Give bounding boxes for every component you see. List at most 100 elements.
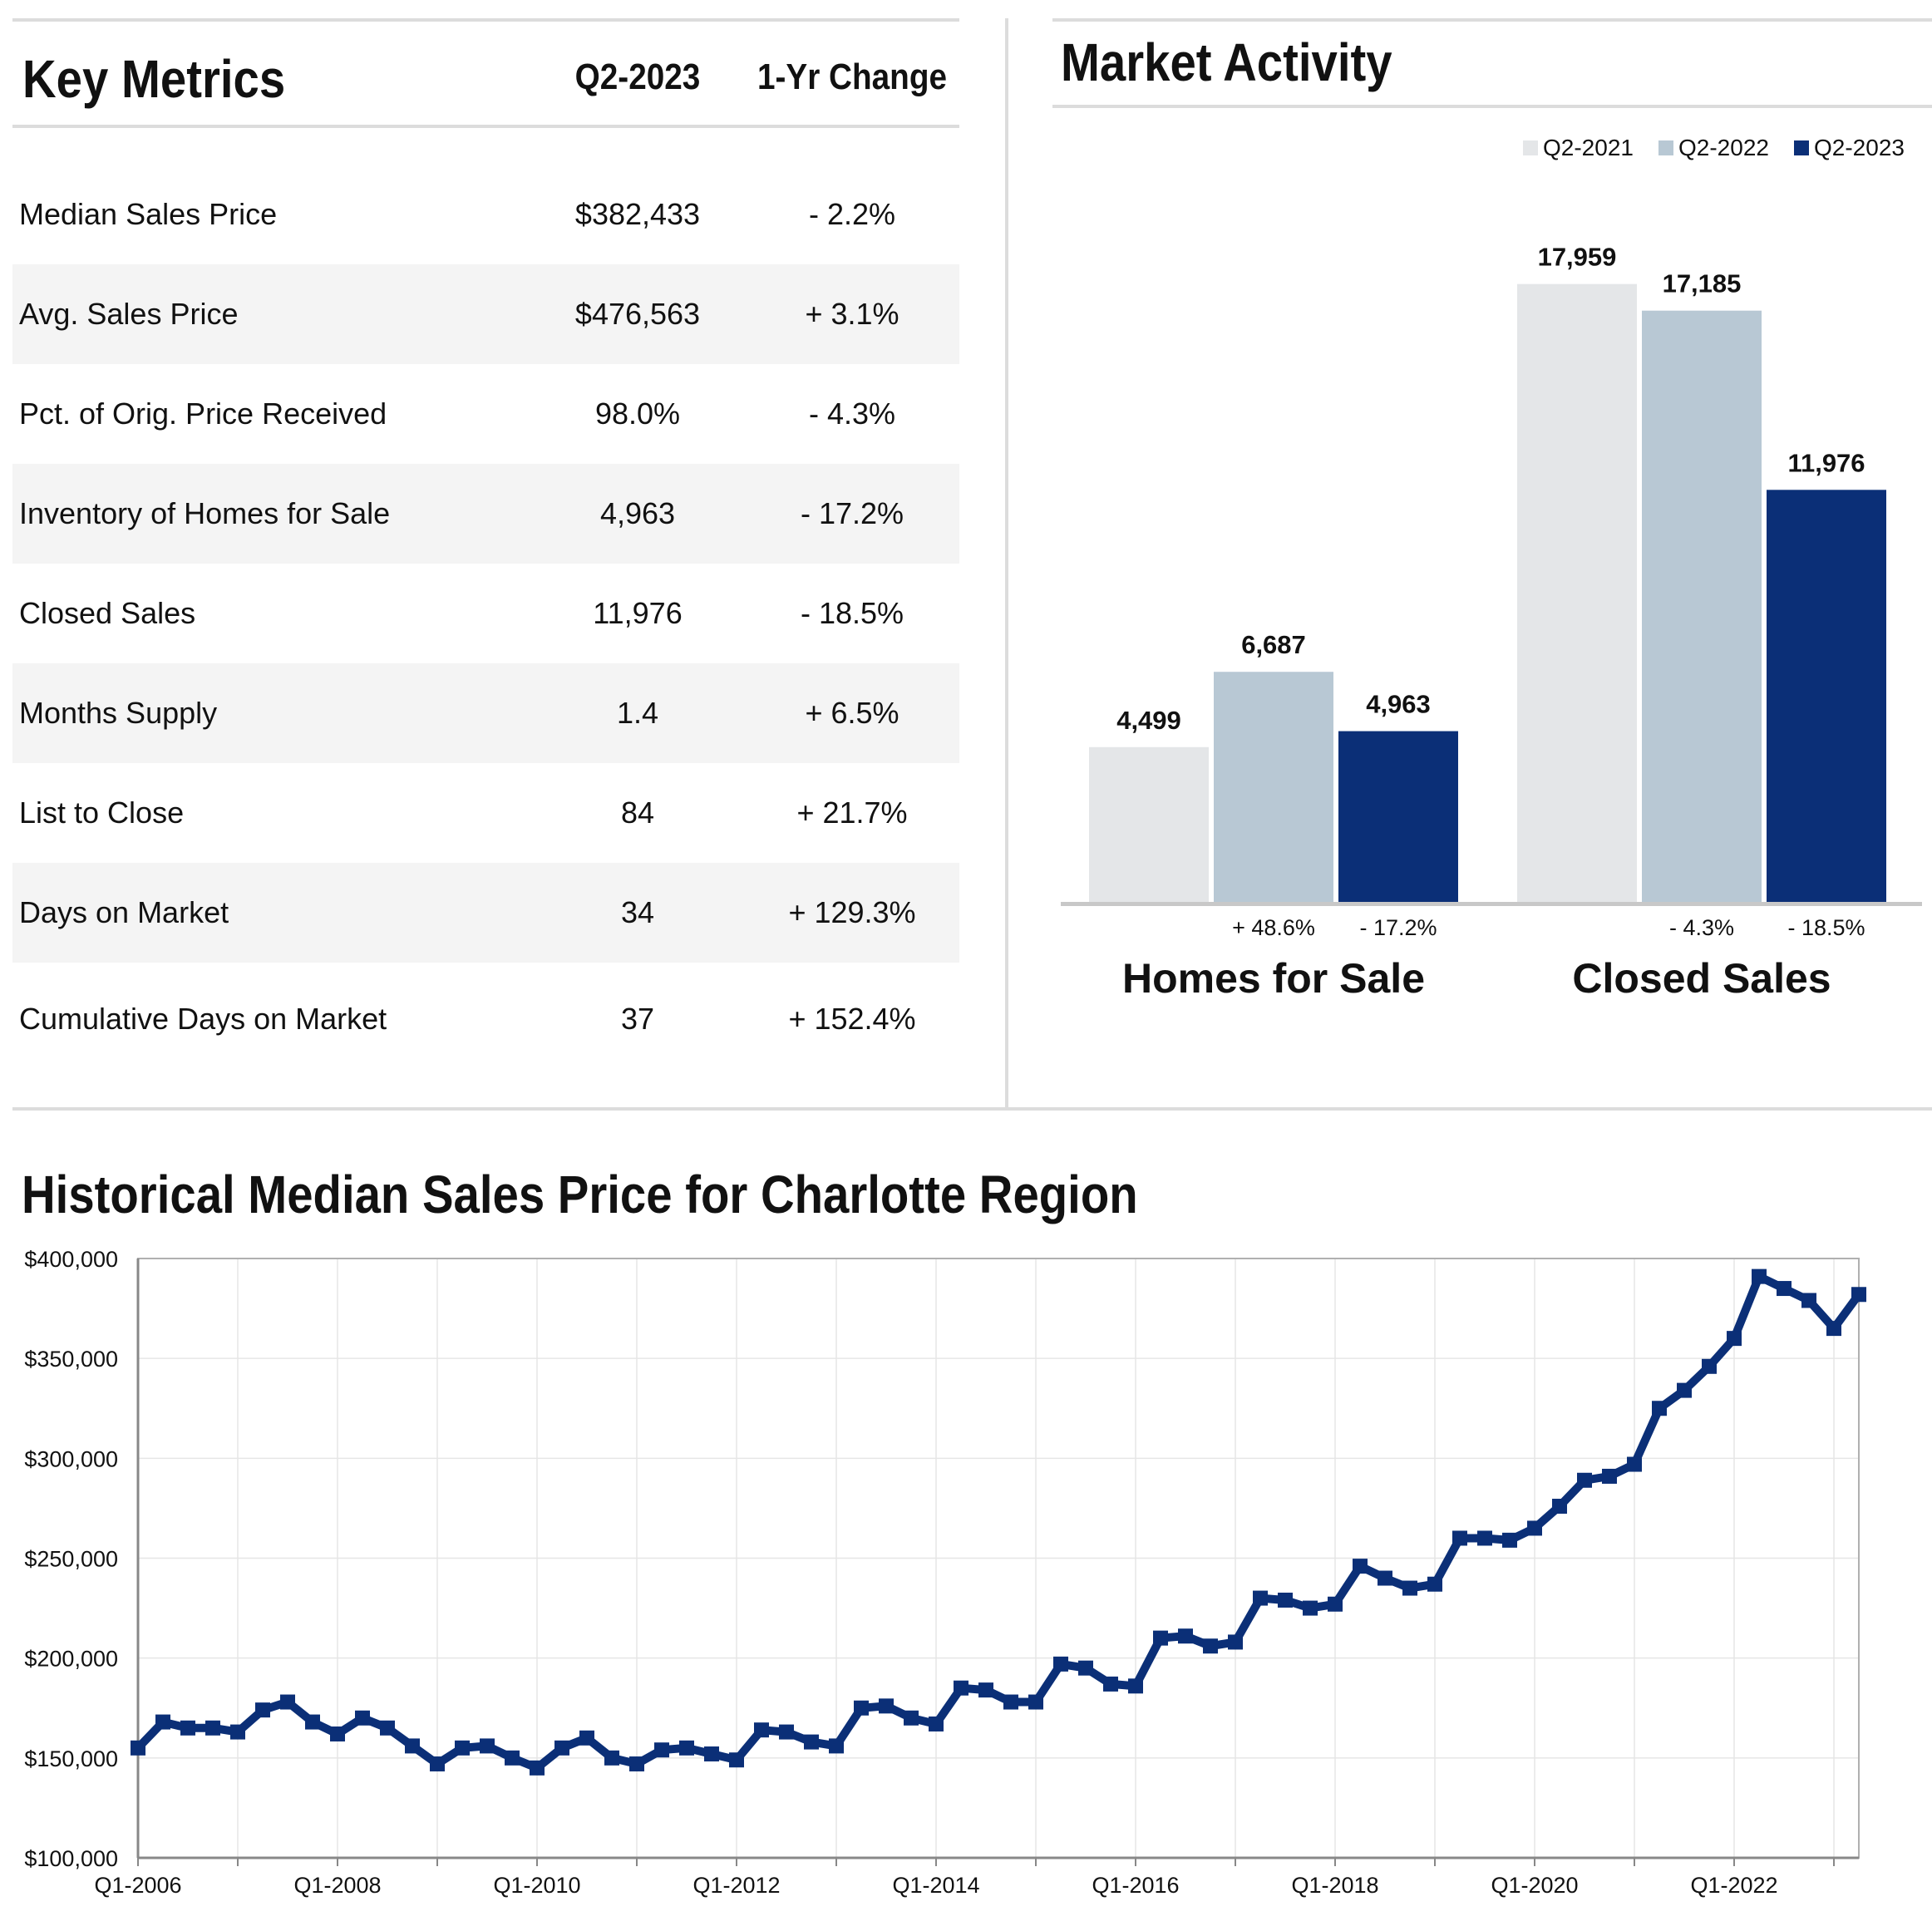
key-metrics-title: Key Metrics [22,49,286,109]
data-point-marker [1777,1281,1792,1297]
metric-change: + 3.1% [805,297,899,331]
metric-change: - 18.5% [800,596,904,630]
bar-closed-sales-q2-2023 [1767,490,1886,902]
x-tick-label: Q1-2008 [293,1873,381,1898]
metric-label: Inventory of Homes for Sale [19,496,391,530]
data-point-marker [530,1760,545,1776]
data-point-marker [131,1740,145,1756]
data-point-marker [954,1680,968,1696]
data-point-marker [754,1722,769,1738]
data-point-marker [1826,1321,1841,1337]
bar-homes-for-sale-q2-2022 [1214,672,1333,902]
data-point-marker [1577,1472,1592,1488]
table-row: Months Supply 1.4 + 6.5% [12,663,959,763]
change-label: + 48.6% [1232,915,1315,940]
data-point-marker [1078,1660,1093,1676]
data-point-marker [305,1714,320,1730]
metric-label: List to Close [19,796,185,830]
data-point-marker [679,1740,694,1756]
x-tick-label: Q1-2020 [1491,1873,1578,1898]
data-point-marker [1801,1293,1816,1308]
metric-label: Months Supply [19,696,218,730]
data-point-marker [355,1710,370,1726]
data-point-marker [1677,1382,1692,1398]
data-point-marker [1851,1287,1866,1303]
legend-label: Q2-2021 [1543,135,1634,160]
legend-swatch [1523,140,1538,155]
data-point-marker [405,1738,420,1754]
x-tick-label: Q1-2018 [1291,1873,1378,1898]
data-point-marker [929,1716,944,1731]
key-metrics-panel: Key Metrics Q2-2023 1-Yr Change Median S… [12,18,959,1091]
data-point-marker [1502,1532,1517,1548]
change-label: - 4.3% [1669,915,1734,940]
data-point-marker [480,1738,495,1754]
metric-value: 34 [620,895,655,929]
column-header-1yr-change: 1-Yr Change [757,57,948,97]
table-row: Inventory of Homes for Sale 4,963 - 17.2… [12,464,959,564]
data-point-marker [1527,1520,1542,1536]
key-metrics-header: Key Metrics Q2-2023 1-Yr Change [12,22,959,125]
market-activity-header-rule [1052,105,1932,108]
data-point-marker [1303,1600,1318,1616]
data-point-marker [1452,1530,1467,1546]
data-point-marker [155,1714,170,1730]
data-point-marker [1203,1638,1218,1654]
legend-label: Q2-2023 [1814,135,1905,160]
table-row: Pct. of Orig. Price Received 98.0% - 4.3… [12,364,959,464]
data-point-marker [505,1750,520,1766]
data-point-marker [729,1752,744,1768]
metric-change: - 4.3% [808,397,896,431]
data-point-marker [1028,1694,1043,1710]
data-point-marker [779,1724,794,1740]
metric-change: + 129.3% [788,895,916,929]
data-point-marker [1752,1268,1767,1284]
historical-chart-title: Historical Median Sales Price for Charlo… [22,1165,1138,1224]
data-point-marker [1278,1592,1293,1608]
bar-value-label: 6,687 [1241,630,1306,659]
key-metrics-top-rule [12,18,959,22]
metric-value: 4,963 [599,496,676,530]
metric-label: Cumulative Days on Market [19,1002,387,1036]
category-label: Homes for Sale [1122,955,1425,1002]
data-point-marker [1652,1401,1667,1416]
bar-homes-for-sale-q2-2021 [1089,746,1209,902]
data-point-marker [1228,1634,1243,1650]
table-row: List to Close 84 + 21.7% [12,763,959,863]
y-tick-label: $350,000 [24,1347,118,1372]
bar-value-label: 17,185 [1663,269,1742,298]
table-row: Cumulative Days on Market 37 + 152.4% [12,963,959,1076]
x-tick-label: Q1-2016 [1092,1873,1179,1898]
metric-change: + 152.4% [788,1002,916,1036]
data-point-marker [904,1710,919,1726]
metric-label: Pct. of Orig. Price Received [19,397,387,431]
y-tick-label: $150,000 [24,1746,118,1771]
key-metrics-header-rule [12,125,959,128]
data-point-marker [380,1720,395,1736]
table-row: Closed Sales 11,976 - 18.5% [12,564,959,663]
data-point-marker [1153,1630,1168,1646]
table-row: Days on Market 34 + 129.3% [12,863,959,963]
y-tick-label: $300,000 [24,1446,118,1471]
data-point-marker [1178,1628,1193,1644]
table-row: Median Sales Price $382,433 - 2.2% [12,165,959,264]
market-activity-chart: 4,499 6,687 4,963 + 48.6% - 17.2% Homes for S… [1061,243,1922,1002]
market-activity-title: Market Activity [1061,32,1392,92]
bar-value-label: 17,959 [1538,243,1617,272]
data-point-marker [978,1682,993,1698]
y-tick-label: $250,000 [24,1547,118,1572]
legend-swatch [1658,140,1673,155]
bar-closed-sales-q2-2022 [1642,310,1762,902]
x-tick-label: Q1-2022 [1690,1873,1777,1898]
data-point-marker [330,1726,345,1741]
data-point-marker [629,1756,644,1772]
bar-homes-for-sale-q2-2023 [1338,731,1458,902]
data-point-marker [1427,1576,1442,1592]
legend-label: Q2-2022 [1678,135,1769,160]
legend-swatch [1794,140,1809,155]
metric-value: 98.0% [594,397,681,431]
data-point-marker [1253,1590,1268,1606]
data-point-marker [1477,1530,1492,1546]
data-point-marker [280,1694,295,1710]
change-label: - 17.2% [1359,915,1437,940]
